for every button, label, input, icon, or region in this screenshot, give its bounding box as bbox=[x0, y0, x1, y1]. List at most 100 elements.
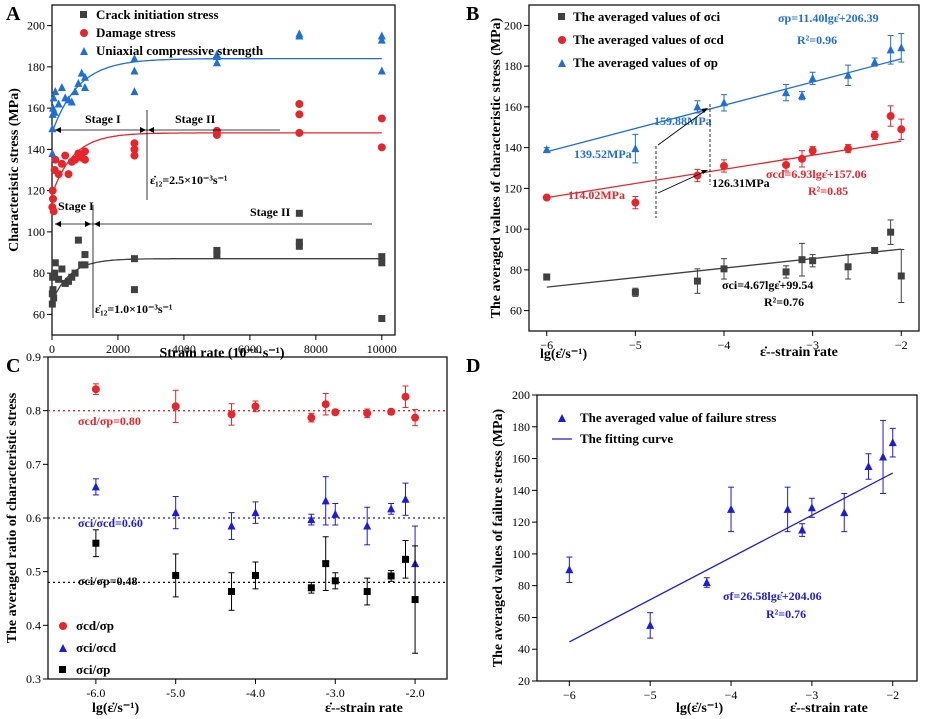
data-point bbox=[51, 87, 60, 96]
y-tick-label: 60 bbox=[518, 610, 530, 624]
data-point bbox=[720, 98, 728, 107]
data-point bbox=[871, 247, 879, 255]
data-point bbox=[251, 402, 260, 411]
panel-b-arrow bbox=[657, 170, 707, 194]
panel-b-value-114: 114.02MPa bbox=[568, 188, 625, 202]
data-point bbox=[54, 170, 63, 179]
data-point bbox=[64, 170, 73, 179]
data-point bbox=[542, 193, 551, 202]
y-tick-label: 60 bbox=[510, 304, 522, 318]
data-point bbox=[401, 392, 410, 401]
panel-c: C -6.0 -5.0 -4.0 -3.0 -2.0 0.3 0.4 0.5 0.6 0.7 0.8… bbox=[5, 350, 448, 716]
data-point bbox=[48, 290, 56, 298]
data-point bbox=[71, 269, 79, 277]
data-point bbox=[130, 255, 138, 263]
panel-c-points bbox=[91, 383, 420, 654]
data-point bbox=[130, 145, 139, 154]
panel-b-legend: The averaged values of σci The averaged … bbox=[558, 9, 725, 70]
data-point bbox=[783, 504, 792, 513]
data-point bbox=[331, 577, 339, 585]
data-point bbox=[864, 462, 873, 470]
data-point bbox=[130, 87, 139, 96]
panel-b-legend-ci: The averaged values of σci bbox=[573, 9, 721, 24]
data-point bbox=[92, 539, 100, 547]
data-point bbox=[71, 155, 80, 164]
x-tick-label: −5 bbox=[629, 338, 642, 352]
panel-a-ticks: 0 2000 4000 6000 8000 10000 60 80 100 120 140 160 18… bbox=[27, 19, 397, 356]
data-point bbox=[870, 131, 879, 140]
data-point bbox=[387, 504, 396, 513]
x-tick-label: 8000 bbox=[304, 342, 328, 356]
x-tick-label: −2 bbox=[886, 688, 899, 702]
data-point bbox=[401, 494, 410, 503]
legend-square-marker bbox=[558, 13, 565, 20]
data-point bbox=[631, 198, 640, 207]
data-point bbox=[74, 236, 82, 244]
data-point bbox=[363, 409, 372, 418]
panel-b-cd-r2: R²=0.85 bbox=[808, 184, 848, 198]
data-point bbox=[798, 91, 806, 100]
stage2-lower: Stage II bbox=[250, 205, 291, 219]
arrow-head bbox=[55, 221, 61, 227]
data-point bbox=[130, 66, 139, 75]
data-point bbox=[51, 259, 59, 267]
panel-b-value-159: 159.88MPa bbox=[654, 114, 712, 128]
fit-curve bbox=[51, 258, 382, 303]
data-point bbox=[81, 261, 89, 269]
x-tick-label: −4 bbox=[718, 338, 731, 352]
panel-b-value-126: 126.31MPa bbox=[712, 176, 770, 190]
y-tick-label: 0.9 bbox=[26, 350, 41, 364]
data-point bbox=[54, 99, 63, 108]
y-tick-label: 0.5 bbox=[26, 565, 41, 579]
data-point bbox=[77, 68, 86, 77]
data-point bbox=[295, 31, 304, 40]
arrow-head bbox=[701, 170, 708, 174]
data-point bbox=[808, 73, 817, 82]
y-tick-label: 0.8 bbox=[26, 404, 41, 418]
data-point bbox=[213, 251, 221, 259]
data-point bbox=[71, 87, 80, 96]
data-point bbox=[91, 385, 100, 394]
x-tick-label: -3.0 bbox=[326, 686, 345, 700]
data-point bbox=[251, 571, 259, 579]
y-tick-label: 40 bbox=[518, 642, 530, 656]
data-point bbox=[295, 110, 304, 119]
panel-a-legend-cd: Damage stress bbox=[96, 25, 176, 40]
data-point bbox=[377, 66, 386, 75]
data-point bbox=[171, 402, 180, 411]
panel-a-legend: Crack initiation stress Damage stress Un… bbox=[80, 7, 264, 58]
panel-b-xlabel: lg(ε̇/s⁻¹) bbox=[540, 347, 587, 362]
data-point bbox=[886, 45, 895, 54]
y-tick-label: 160 bbox=[27, 101, 45, 115]
data-point bbox=[844, 263, 852, 271]
x-tick-label: 10000 bbox=[367, 342, 397, 356]
legend-circle-marker bbox=[558, 36, 566, 44]
x-tick-label: 6000 bbox=[238, 342, 262, 356]
panel-b-legend-cd: The averaged values of σcd bbox=[573, 32, 725, 47]
data-point bbox=[363, 521, 372, 530]
legend-triangle-marker bbox=[80, 47, 88, 55]
data-point bbox=[879, 452, 888, 461]
data-point bbox=[130, 139, 139, 148]
y-tick-label: 200 bbox=[512, 388, 530, 402]
x-tick-label: −4 bbox=[725, 688, 738, 702]
data-point bbox=[808, 146, 817, 155]
legend-triangle-marker bbox=[59, 644, 67, 652]
panel-a-stage-annotations: Stage I Stage II ε̇₁₂=2.5×10⁻³s⁻¹ Stage … bbox=[55, 110, 372, 318]
data-point bbox=[378, 315, 386, 322]
arrow-head bbox=[55, 127, 61, 133]
data-point bbox=[57, 159, 66, 168]
y-tick-label: 60 bbox=[33, 307, 45, 321]
x-tick-label: −5 bbox=[644, 688, 657, 702]
y-tick-label: 140 bbox=[512, 483, 530, 497]
data-point bbox=[807, 503, 816, 512]
data-point bbox=[307, 584, 315, 592]
data-point bbox=[228, 588, 236, 596]
panel-a-legend-p: Uniaxial compressive strength bbox=[96, 43, 264, 58]
panel-d: D −6 −5 −4 −3 −2 20 40 60 80 100 120 140 160 180 200 l… bbox=[466, 355, 918, 716]
data-point bbox=[227, 521, 236, 530]
panel-c-ref-label-3: σci/σp=0.48 bbox=[78, 574, 138, 588]
data-point bbox=[50, 294, 58, 302]
data-point bbox=[48, 149, 57, 157]
